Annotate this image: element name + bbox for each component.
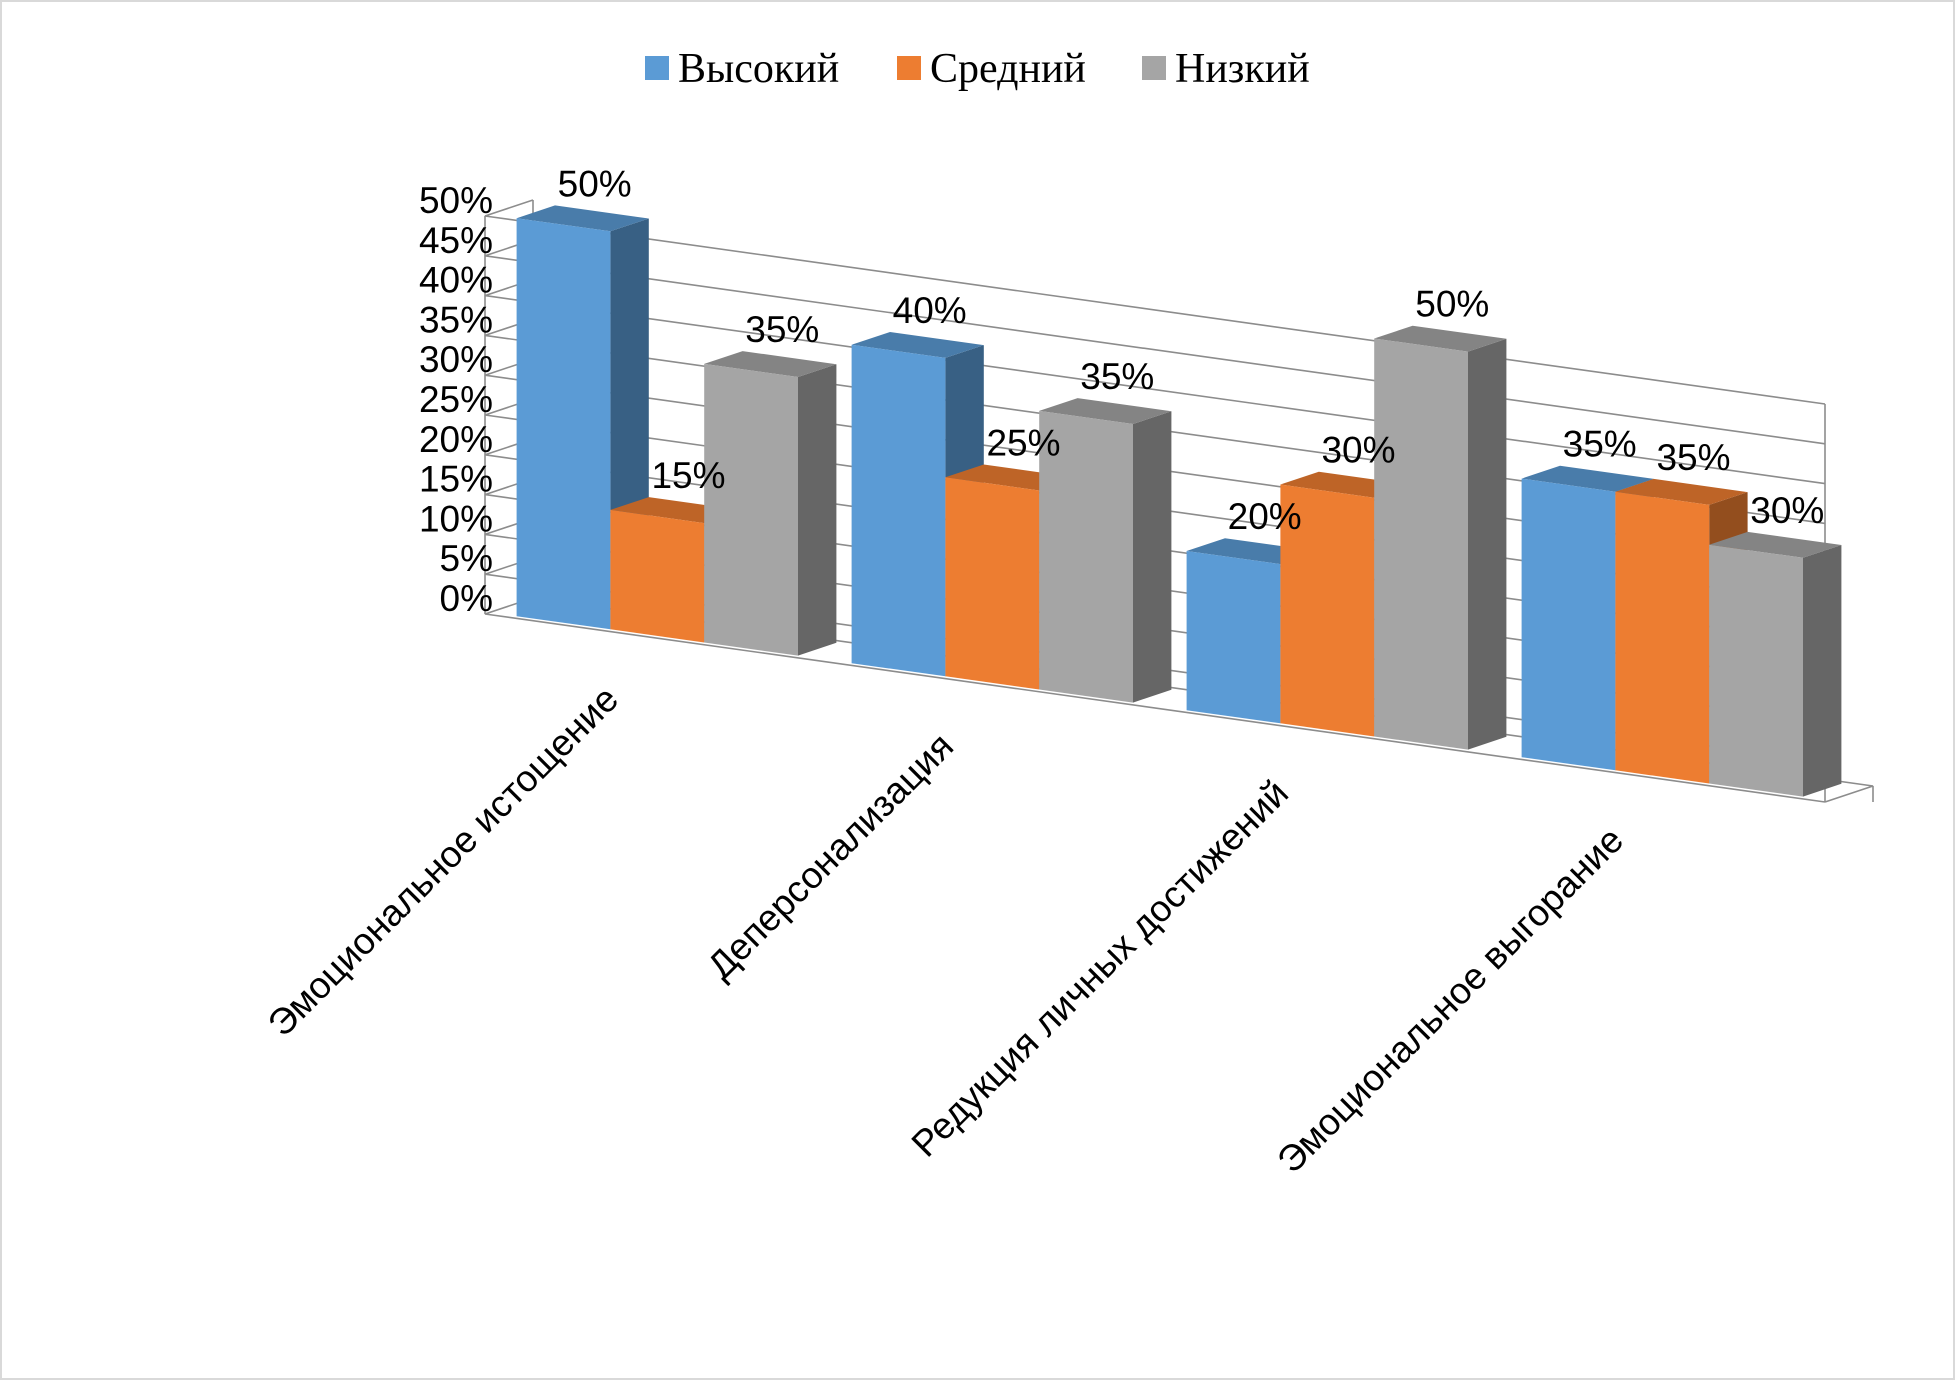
bar-top — [1374, 325, 1507, 352]
y-tick-label: 30% — [419, 339, 493, 380]
bar-front — [704, 363, 798, 656]
data-label: 35% — [1563, 424, 1637, 465]
data-label: 35% — [1656, 437, 1730, 478]
legend-item-3: Низкий — [1142, 46, 1310, 92]
legend-swatch — [897, 56, 921, 80]
bar-side — [798, 364, 837, 656]
legend-label: Низкий — [1175, 46, 1310, 92]
y-axis: 0%5%10%15%20%25%30%35%40%45%50% — [419, 180, 493, 619]
bar-front — [516, 218, 611, 630]
bar-top — [1039, 398, 1172, 424]
bars — [516, 205, 1842, 797]
bar-front — [851, 344, 946, 677]
bar-front — [1186, 551, 1281, 724]
bar-top — [516, 205, 649, 232]
bar-front — [1039, 410, 1133, 703]
bar-top — [704, 351, 837, 377]
bar-front — [1615, 491, 1710, 784]
data-label: 35% — [1080, 356, 1154, 397]
bar-side — [1468, 338, 1507, 750]
data-label: 25% — [986, 423, 1060, 464]
bar-низкий-4 — [1709, 531, 1842, 797]
bar-front — [1521, 478, 1616, 771]
data-label: 50% — [558, 163, 632, 204]
legend: Высокий Средний Низкий — [645, 46, 1310, 92]
y-tick-label: 20% — [419, 419, 493, 460]
y-tick-label: 40% — [419, 260, 493, 301]
bar-side — [1803, 545, 1842, 797]
y-tick-label: 5% — [440, 538, 493, 579]
bar-front — [1709, 544, 1803, 797]
legend-label: Высокий — [678, 46, 839, 92]
legend-swatch — [645, 56, 669, 80]
y-tick-label: 50% — [419, 180, 493, 221]
bar-top — [1521, 465, 1654, 492]
data-label: 20% — [1228, 496, 1302, 537]
bar-top — [1709, 531, 1842, 558]
legend-swatch — [1142, 56, 1166, 80]
bar-низкий-3 — [1374, 325, 1507, 750]
bar-низкий-1 — [704, 351, 837, 656]
data-label: 30% — [1321, 430, 1395, 471]
bar-top — [851, 332, 984, 358]
legend-item-1: Высокий — [645, 46, 839, 92]
bar-front — [945, 477, 1040, 690]
bar-front — [1280, 484, 1375, 737]
bar-top — [1615, 478, 1748, 505]
data-label: 40% — [893, 290, 967, 331]
legend-item-2: Средний — [897, 46, 1086, 92]
data-labels: 50% 15% 35% 40% 25% 35% 20% 30% 50% 35% 35% 30% — [558, 163, 1825, 537]
data-label: 35% — [745, 309, 819, 350]
data-label: 50% — [1415, 284, 1489, 325]
data-label: 30% — [1750, 490, 1824, 531]
bar-side — [1133, 411, 1172, 703]
y-tick-label: 35% — [419, 299, 493, 340]
y-tick-label: 25% — [419, 379, 493, 420]
y-tick-label: 45% — [419, 220, 493, 261]
bar-front — [610, 509, 705, 643]
legend-label: Средний — [930, 46, 1086, 92]
y-tick-label: 0% — [440, 578, 493, 619]
data-label: 15% — [651, 455, 725, 496]
bar-front — [1374, 338, 1468, 750]
bar-низкий-2 — [1039, 398, 1172, 703]
y-tick-label: 10% — [419, 498, 493, 539]
y-tick-label: 15% — [419, 459, 493, 500]
